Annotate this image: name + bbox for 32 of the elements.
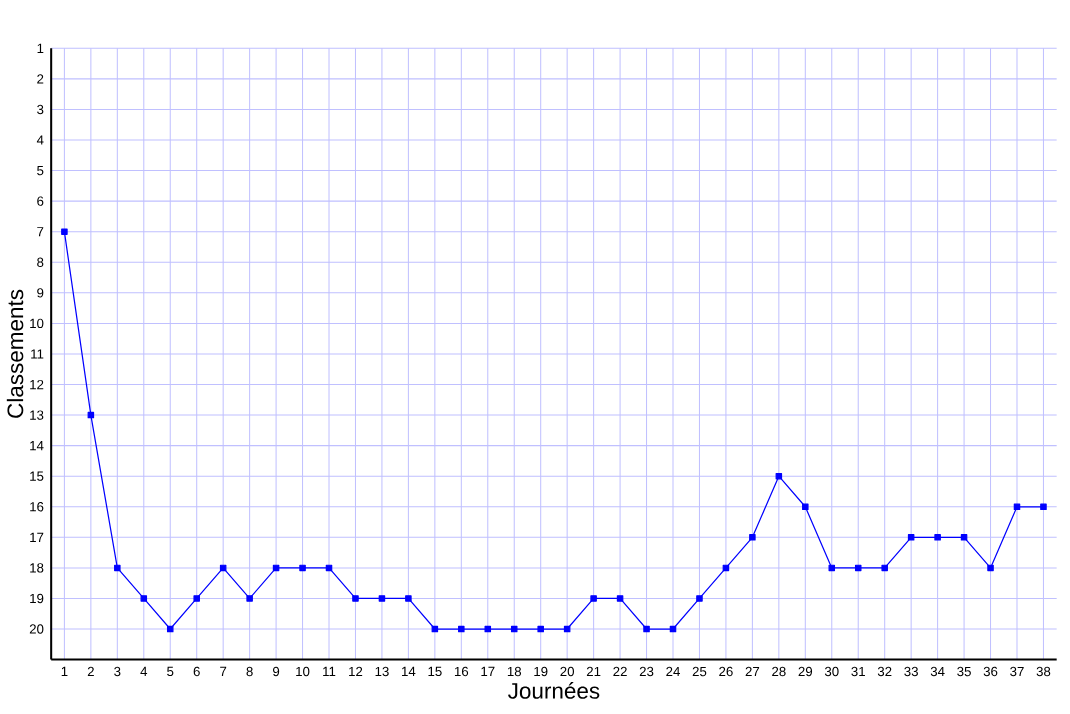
point [458,625,465,633]
point [828,564,836,572]
point [484,625,492,633]
point [114,564,121,572]
point [749,534,756,541]
point [140,595,148,602]
point [616,595,624,602]
point [960,534,968,541]
point [696,595,703,602]
point [193,595,200,602]
point [907,534,915,541]
point [987,564,994,572]
point [802,503,809,511]
point [61,228,68,236]
point [1013,503,1021,511]
point [510,625,518,633]
point [246,595,253,602]
point [537,625,544,633]
point [1040,503,1047,511]
x-axis-title: Journées [508,682,600,699]
point [643,625,650,633]
point [166,625,174,633]
point [854,564,862,572]
point [352,595,359,602]
point [775,472,783,480]
point [299,564,306,572]
point [405,595,412,602]
point [934,534,941,541]
point [881,564,888,572]
point [590,595,597,602]
y-axis-title: Classements [6,289,24,418]
point [378,595,386,602]
